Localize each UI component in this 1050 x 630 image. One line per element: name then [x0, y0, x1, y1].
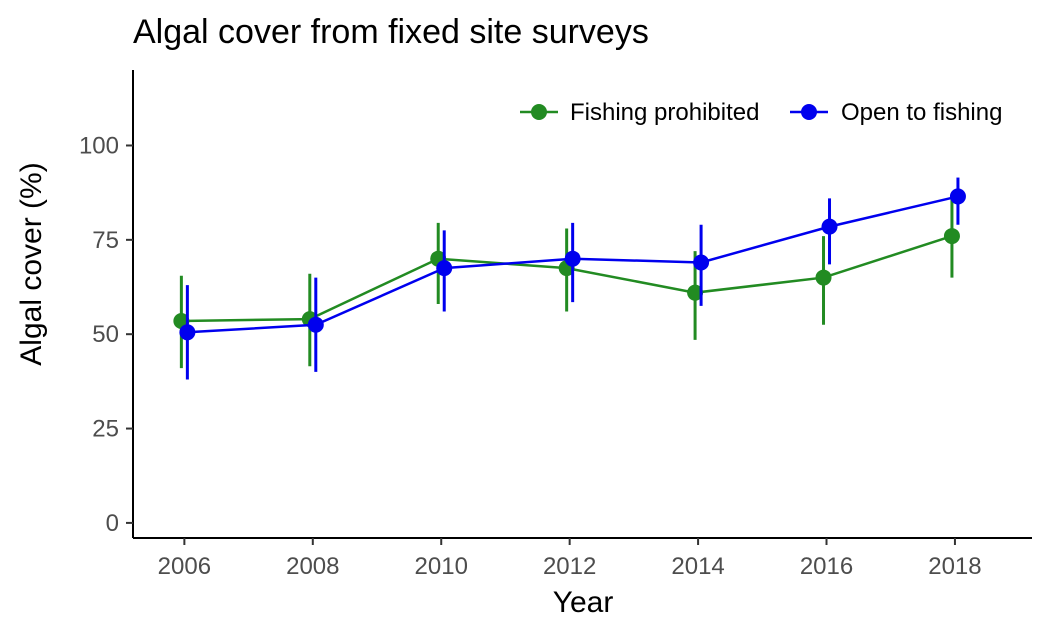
x-tick-label: 2016 — [800, 553, 853, 580]
x-tick-label: 2012 — [543, 553, 596, 580]
y-tick-label: 25 — [92, 416, 119, 443]
data-point — [821, 218, 838, 235]
y-tick-label: 75 — [92, 227, 119, 254]
data-point — [943, 228, 960, 245]
legend: Fishing prohibited Open to fishing — [520, 99, 1002, 126]
data-point — [179, 324, 196, 341]
x-axis-title: Year — [553, 586, 614, 619]
data-point — [687, 284, 704, 301]
x-tick-label: 2010 — [415, 553, 468, 580]
legend-label: Open to fishing — [841, 99, 1002, 126]
series-layer — [173, 177, 966, 380]
y-axis-ticks: 0 25 50 75 100 — [79, 132, 133, 537]
series-2 — [179, 177, 966, 380]
data-point — [815, 269, 832, 286]
legend-key-point — [531, 104, 547, 120]
x-tick-label: 2006 — [158, 553, 211, 580]
data-point — [307, 316, 324, 333]
x-tick-label: 2008 — [286, 553, 339, 580]
x-tick-label: 2014 — [671, 553, 724, 580]
plot-area: 0 25 50 75 100 2006 2008 2010 2012 2014 2016 2018 — [79, 70, 1032, 580]
x-tick-label: 2018 — [928, 553, 981, 580]
data-point — [949, 188, 966, 205]
y-tick-label: 50 — [92, 321, 119, 348]
data-point — [693, 254, 710, 271]
data-point — [564, 250, 581, 267]
legend-key-point — [801, 104, 817, 120]
x-axis-ticks: 2006 2008 2010 2012 2014 2016 2018 — [158, 538, 982, 580]
y-axis-title: Algal cover (%) — [15, 162, 48, 365]
data-point — [436, 260, 453, 277]
chart-title: Algal cover from fixed site surveys — [133, 13, 649, 51]
y-tick-label: 0 — [106, 510, 119, 537]
legend-label: Fishing prohibited — [570, 99, 759, 126]
y-tick-label: 100 — [79, 132, 119, 159]
